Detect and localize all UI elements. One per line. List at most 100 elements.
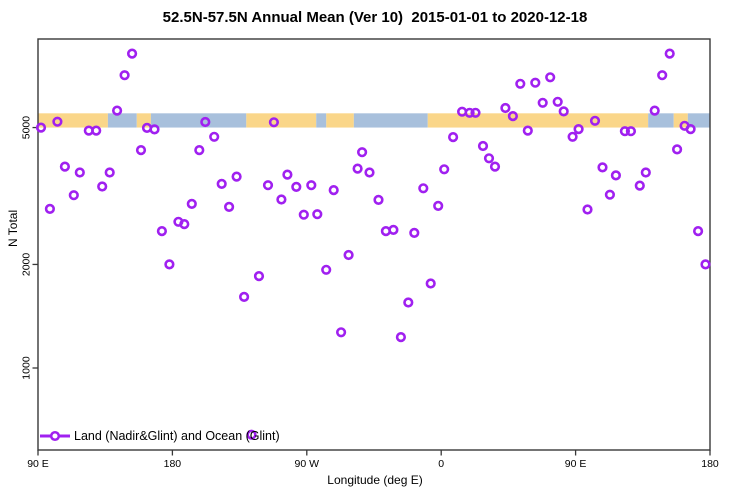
map-strip-ocean-segment: [353, 113, 428, 128]
data-point: [537, 97, 548, 108]
data-point: [268, 117, 280, 128]
data-point: [418, 183, 429, 194]
data-point: [515, 78, 526, 89]
data-point: [209, 131, 220, 142]
data-point: [59, 161, 71, 172]
x-tick-label: 180: [164, 458, 182, 470]
data-point: [52, 116, 63, 127]
map-strip-land-segment: [38, 113, 108, 128]
data-point: [500, 102, 511, 114]
data-point: [224, 201, 235, 212]
data-point: [282, 169, 293, 180]
data-point: [552, 96, 563, 107]
data-point: [216, 178, 227, 189]
data-point: [522, 125, 533, 136]
data-point: [111, 105, 123, 116]
x-tick-label: 90 E: [565, 458, 587, 470]
data-point: [657, 70, 668, 81]
map-strip-ocean-segment: [107, 113, 137, 128]
map-strip-ocean-segment: [150, 113, 247, 128]
data-point: [343, 249, 354, 261]
legend-label: Land (Nadir&Glint) and Ocean (Glint): [74, 429, 280, 443]
data-point: [262, 180, 274, 191]
data-point: [395, 332, 407, 343]
data-point: [582, 204, 593, 215]
data-point: [239, 291, 250, 303]
data-point: [373, 194, 384, 205]
map-strip-ocean-segment: [687, 113, 710, 128]
data-point: [364, 167, 375, 178]
y-tick-label: 1000: [21, 356, 33, 380]
data-point: [164, 259, 175, 270]
data-point: [200, 116, 211, 128]
data-point: [97, 181, 108, 192]
y-axis-label: N Total: [6, 209, 20, 247]
data-point: [464, 107, 475, 118]
data-point: [194, 145, 205, 156]
data-point: [35, 122, 47, 133]
data-point: [671, 144, 683, 155]
data-point: [610, 170, 622, 181]
map-strip-ocean-segment: [648, 113, 674, 128]
data-point: [328, 185, 339, 196]
y-tick-label: 5000: [21, 116, 33, 140]
data-point: [44, 203, 56, 214]
data-point: [336, 327, 347, 338]
data-point: [483, 153, 495, 164]
data-point: [545, 72, 556, 83]
data-point: [619, 126, 631, 137]
data-point: [127, 48, 138, 59]
data-point: [685, 124, 696, 135]
data-point: [604, 189, 616, 200]
chart-title: 52.5N-57.5N Annual Mean (Ver 10) 2015-01…: [162, 9, 588, 26]
x-tick-label: 90 E: [27, 458, 49, 470]
data-point: [589, 115, 601, 126]
map-strip-land-segment: [673, 113, 688, 128]
data-point: [156, 226, 167, 237]
data-point: [298, 209, 309, 220]
data-point: [253, 271, 265, 282]
data-point: [312, 209, 323, 220]
data-point: [306, 180, 317, 191]
data-point: [507, 110, 519, 122]
data-point: [425, 278, 436, 289]
map-strip-ocean-segment: [316, 113, 327, 128]
data-point: [352, 163, 363, 174]
data-point: [276, 194, 287, 205]
data-point: [664, 48, 675, 59]
x-axis-label: Longitude (deg E): [327, 473, 423, 487]
data-point: [403, 297, 414, 308]
map-strip-land-segment: [326, 113, 354, 128]
data-point: [179, 219, 190, 230]
y-tick-label: 2000: [21, 253, 33, 277]
data-point: [357, 147, 368, 158]
legend-marker-icon: [40, 430, 70, 442]
data-point: [597, 162, 608, 173]
data-point: [246, 429, 257, 440]
data-point: [448, 132, 459, 143]
data-point: [149, 124, 160, 135]
data-point: [291, 181, 302, 192]
data-point: [625, 126, 637, 137]
x-tick-label: 0: [438, 458, 444, 470]
data-point: [634, 180, 645, 191]
data-point: [439, 164, 450, 175]
data-point: [231, 171, 242, 182]
data-point: [68, 190, 79, 201]
data-point: [700, 259, 711, 270]
x-tick-label: 90 W: [295, 458, 320, 470]
data-point: [558, 106, 569, 117]
data-point: [573, 124, 584, 135]
data-point: [489, 161, 501, 172]
data-point: [470, 107, 481, 118]
data-point: [74, 167, 85, 178]
data-point: [321, 264, 332, 275]
data-point: [692, 226, 704, 237]
data-point: [91, 125, 102, 136]
plot-frame: [37, 38, 711, 451]
x-tick-label: 180: [701, 458, 719, 470]
data-point: [104, 167, 115, 178]
data-point: [433, 200, 444, 211]
data-point: [186, 198, 197, 209]
